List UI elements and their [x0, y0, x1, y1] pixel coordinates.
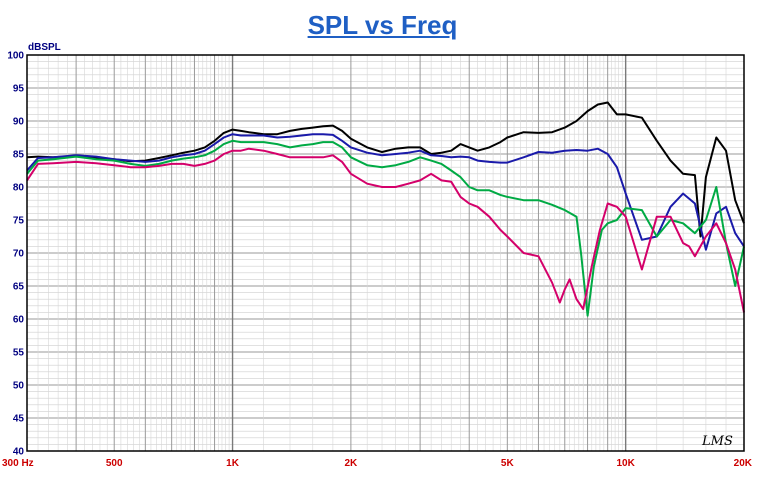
y-tick-label: 80 — [13, 183, 25, 194]
y-tick-label: 40 — [13, 447, 25, 458]
x-tick-label: 1K — [226, 458, 240, 469]
series-line-1 — [26, 101, 745, 238]
y-tick-label: 60 — [13, 315, 25, 326]
chart-title: SPL vs Freq — [307, 10, 458, 40]
series-group — [26, 101, 745, 317]
y-tick-label: 95 — [13, 84, 25, 95]
x-tick-label: 5K — [501, 458, 515, 469]
y-tick-label: 85 — [13, 150, 25, 161]
x-tick-label: 10K — [616, 458, 635, 469]
x-tick-label: 20K — [734, 458, 753, 469]
y-tick-label: 55 — [13, 348, 25, 359]
grid — [27, 55, 744, 451]
y-tick-label: 50 — [13, 381, 25, 392]
y-tick-labels: 40 45 50 55 60 65 70 75 80 85 90 95 100 — [7, 51, 24, 458]
series-line-2 — [26, 133, 745, 251]
x-tick-labels: 300 Hz 500 1K 2K 5K 10K 20K — [2, 458, 753, 469]
x-tick-label: 2K — [344, 458, 358, 469]
y-axis-label: dBSPL — [28, 42, 61, 53]
plot-frame — [26, 54, 745, 452]
x-tick-label: 300 Hz — [2, 458, 34, 469]
y-tick-label: 70 — [13, 249, 25, 260]
y-tick-label: 100 — [7, 51, 24, 62]
y-tick-label: 75 — [13, 216, 25, 227]
y-tick-label: 65 — [13, 282, 25, 293]
y-tick-label: 45 — [13, 414, 25, 425]
y-tick-label: 90 — [13, 117, 25, 128]
x-tick-label: 500 — [106, 458, 123, 469]
series-line-4 — [26, 147, 745, 313]
watermark: LMS — [701, 434, 733, 449]
